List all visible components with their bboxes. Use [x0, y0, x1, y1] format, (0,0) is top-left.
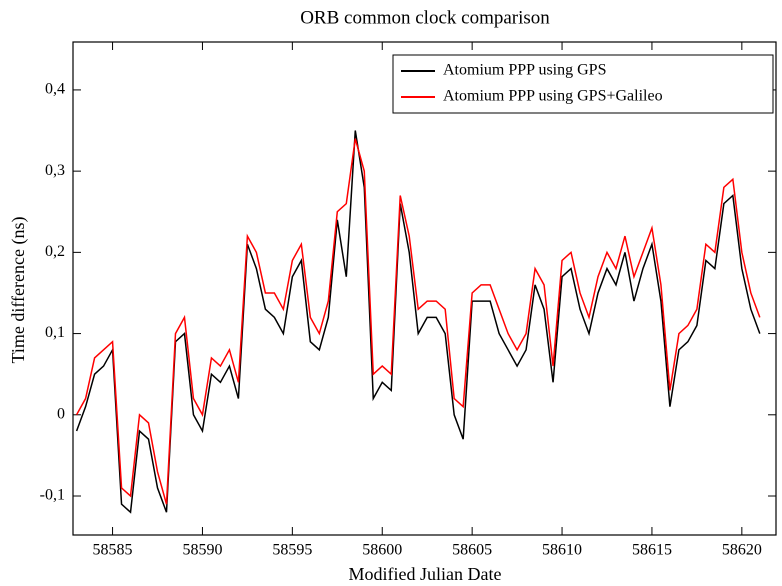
plot-frame — [72, 41, 777, 536]
legend-box — [392, 54, 774, 114]
x-tick-label: 58605 — [452, 542, 492, 559]
x-tick-label: 58620 — [722, 542, 762, 559]
x-tick-label: 58615 — [632, 542, 672, 559]
legend-label: Atomium PPP using GPS — [443, 62, 606, 79]
x-axis-label: Modified Julian Date — [349, 564, 502, 584]
x-tick-label: 58590 — [182, 542, 222, 559]
y-tick-label: 0,4 — [45, 81, 65, 98]
x-tick-label: 58600 — [362, 542, 402, 559]
series-line — [75, 138, 761, 505]
x-tick-label: 58585 — [93, 542, 133, 559]
chart-title: ORB common clock comparison — [300, 7, 550, 28]
x-tick-label: 58610 — [542, 542, 582, 559]
y-axis-label: Time difference (ns) — [8, 217, 29, 364]
y-tick-label: 0,3 — [45, 162, 65, 179]
y-tick-label: 0 — [57, 405, 65, 422]
series-line — [75, 130, 761, 514]
x-tick-label: 58595 — [272, 542, 312, 559]
y-tick-label: 0,2 — [45, 243, 65, 260]
y-tick-label: 0,1 — [45, 324, 65, 341]
legend-label: Atomium PPP using GPS+Galileo — [443, 88, 663, 105]
y-tick-label: -0,1 — [40, 487, 65, 504]
